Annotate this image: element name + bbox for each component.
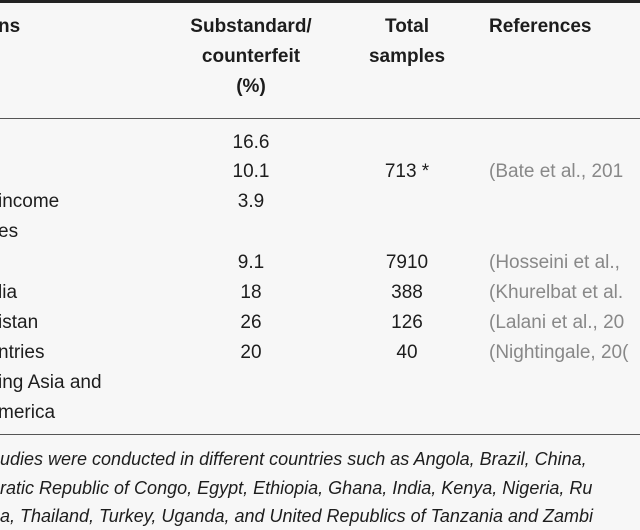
- row-reference: (Nightingale, 20(: [489, 342, 629, 363]
- row-location: ing Asia and: [0, 372, 102, 393]
- row-percent: 9.1: [237, 252, 265, 273]
- row-location: merica: [0, 402, 56, 423]
- table-bottom-rule: [0, 434, 640, 435]
- header-substandard-line2: counterfeit: [201, 46, 301, 67]
- row-reference: (Lalani et al., 20: [489, 312, 625, 333]
- footnote-line2: ratic Republic of Congo, Egypt, Ethiopia…: [0, 478, 593, 498]
- header-total-samples: Total samples: [342, 12, 472, 72]
- table-top-rule: [0, 0, 640, 3]
- row-location: ntries: [0, 342, 45, 363]
- row-total: 126: [391, 312, 423, 333]
- row-location: istan: [0, 312, 39, 333]
- header-substandard-line3: (%): [236, 76, 266, 97]
- row-reference: (Hosseini et al.,: [489, 252, 620, 273]
- row-total: 40: [396, 342, 418, 363]
- row-location: income: [0, 191, 60, 212]
- row-reference: (Bate et al., 201: [489, 161, 624, 182]
- footnote-line3: a, Thailand, Turkey, Uganda, and United …: [0, 506, 594, 526]
- row-percent: 3.9: [237, 191, 265, 212]
- header-references: References: [489, 16, 592, 37]
- row-percent: 26: [240, 312, 262, 333]
- row-total: 713 *: [384, 161, 430, 182]
- header-substandard: Substandard/ counterfeit (%): [176, 12, 326, 102]
- header-rule: [0, 118, 640, 119]
- header-total-line2: samples: [368, 46, 446, 67]
- row-location: es: [0, 221, 19, 242]
- row-percent: 10.1: [232, 161, 270, 182]
- row-reference: (Khurelbat et al.: [489, 282, 624, 303]
- header-total-line1: Total: [385, 16, 429, 37]
- header-substandard-line1: Substandard/: [190, 16, 312, 37]
- row-total: 7910: [385, 252, 429, 273]
- footnote-line1: udies were conducted in different countr…: [0, 449, 587, 469]
- row-total: 388: [391, 282, 423, 303]
- row-location: lia: [0, 282, 18, 303]
- row-percent: 20: [240, 342, 262, 363]
- row-percent: 18: [240, 282, 262, 303]
- header-locations: ns: [0, 16, 21, 37]
- row-percent: 16.6: [232, 132, 270, 153]
